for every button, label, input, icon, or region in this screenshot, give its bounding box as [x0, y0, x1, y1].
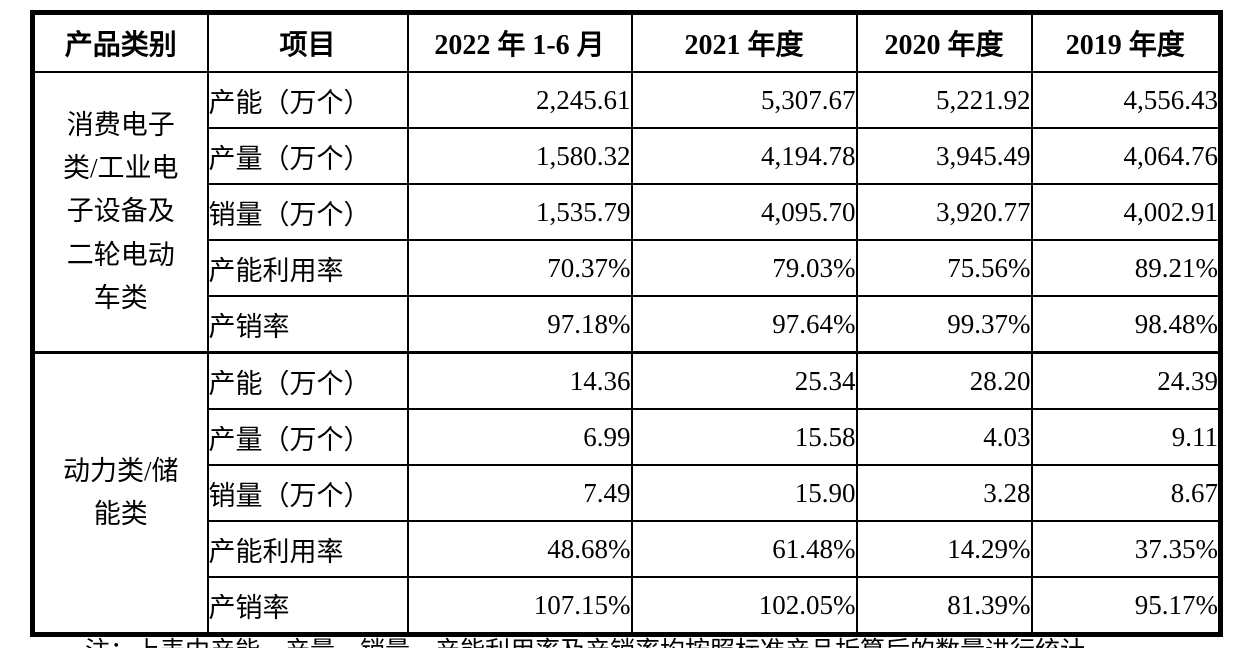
value-cell: 3.28 [855, 464, 1033, 522]
value-cell: 15.58 [630, 408, 858, 466]
value-cell: 97.18% [406, 295, 633, 354]
value-cell: 4,194.78 [630, 127, 858, 185]
value-cell: 5,221.92 [855, 71, 1033, 129]
item-cell: 产销率 [206, 295, 409, 354]
value-cell: 97.64% [630, 295, 858, 354]
item-cell: 销量（万个） [206, 183, 409, 241]
value-cell: 95.17% [1030, 576, 1222, 636]
value-cell: 4,095.70 [630, 183, 858, 241]
value-cell: 107.15% [406, 576, 633, 636]
value-cell: 4,556.43 [1030, 71, 1222, 129]
table-row: 销量（万个） 7.49 15.90 3.28 8.67 [33, 464, 1222, 522]
header-row: 产品类别 项目 2022 年 1-6 月 2021 年度 2020 年度 201… [31, 11, 1222, 73]
value-cell: 61.48% [630, 520, 858, 578]
category-cell-consumer: 消费电子 类/工业电 子设备及 二轮电动 车类 [31, 71, 209, 354]
item-cell: 产量（万个） [206, 408, 409, 466]
category-cell-power: 动力类/储 能类 [31, 351, 209, 636]
value-cell: 99.37% [855, 295, 1033, 354]
value-cell: 7.49 [406, 464, 633, 522]
header-2022-h1: 2022 年 1-6 月 [406, 11, 633, 73]
value-cell: 102.05% [630, 576, 858, 636]
header-2019: 2019 年度 [1030, 11, 1222, 73]
header-2020: 2020 年度 [855, 11, 1033, 73]
value-cell: 89.21% [1030, 239, 1222, 297]
item-cell: 产量（万个） [206, 127, 409, 185]
value-cell: 2,245.61 [406, 71, 633, 129]
header-2021: 2021 年度 [630, 11, 858, 73]
value-cell: 37.35% [1030, 520, 1222, 578]
value-cell: 15.90 [630, 464, 858, 522]
table-row: 产能利用率 70.37% 79.03% 75.56% 89.21% [33, 239, 1222, 297]
value-cell: 81.39% [855, 576, 1033, 636]
value-cell: 9.11 [1030, 408, 1222, 466]
value-cell: 70.37% [406, 239, 633, 297]
production-capacity-table: 产品类别 项目 2022 年 1-6 月 2021 年度 2020 年度 201… [30, 10, 1223, 637]
header-product-category: 产品类别 [31, 11, 209, 73]
value-cell: 4,002.91 [1030, 183, 1222, 241]
item-cell: 产能（万个） [206, 351, 409, 410]
table-row: 产量（万个） 1,580.32 4,194.78 3,945.49 4,064.… [33, 127, 1222, 185]
value-cell: 1,535.79 [406, 183, 633, 241]
value-cell: 6.99 [406, 408, 633, 466]
table-row: 动力类/储 能类 产能（万个） 14.36 25.34 28.20 24.39 [31, 351, 1222, 636]
value-cell: 14.29% [855, 520, 1033, 578]
value-cell: 48.68% [406, 520, 633, 578]
header-item: 项目 [206, 11, 409, 73]
value-cell: 79.03% [630, 239, 858, 297]
value-cell: 98.48% [1030, 295, 1222, 354]
item-cell: 产销率 [206, 576, 409, 636]
value-cell: 1,580.32 [406, 127, 633, 185]
table-row: 产量（万个） 6.99 15.58 4.03 9.11 [33, 408, 1222, 466]
table-row: 产销率 107.15% 102.05% 81.39% 95.17% [33, 576, 1222, 636]
value-cell: 3,920.77 [855, 183, 1033, 241]
table-row: 产销率 97.18% 97.64% 99.37% 98.48% [33, 295, 1222, 354]
table-row: 销量（万个） 1,535.79 4,095.70 3,920.77 4,002.… [33, 183, 1222, 241]
item-cell: 产能（万个） [206, 71, 409, 129]
value-cell: 3,945.49 [855, 127, 1033, 185]
value-cell: 25.34 [630, 351, 858, 410]
value-cell: 4,064.76 [1030, 127, 1222, 185]
value-cell: 14.36 [406, 351, 633, 410]
value-cell: 8.67 [1030, 464, 1222, 522]
item-cell: 产能利用率 [206, 239, 409, 297]
value-cell: 24.39 [1030, 351, 1222, 410]
table-row: 产能利用率 48.68% 61.48% 14.29% 37.35% [33, 520, 1222, 578]
item-cell: 销量（万个） [206, 464, 409, 522]
table-row: 消费电子 类/工业电 子设备及 二轮电动 车类 产能（万个） 2,245.61 … [31, 71, 1222, 354]
value-cell: 4.03 [855, 408, 1033, 466]
item-cell: 产能利用率 [206, 520, 409, 578]
value-cell: 5,307.67 [630, 71, 858, 129]
value-cell: 75.56% [855, 239, 1033, 297]
value-cell: 28.20 [855, 351, 1033, 410]
footnote-cut-off: 注：上表中产能、产量、销量、产能利用率及产销率均按照标准产品折算后的数量进行统计 [85, 637, 1185, 648]
